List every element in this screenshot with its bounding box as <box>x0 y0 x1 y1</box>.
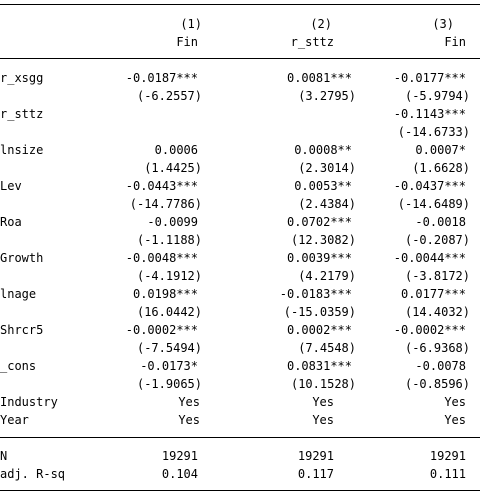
coefficient-cell: -0.0002*** <box>393 323 466 337</box>
control-label: Year <box>0 413 29 427</box>
tstat-cell: (3.2795) <box>298 89 356 103</box>
row-label: r_xsgg <box>0 71 44 85</box>
coefficient-cell: 0.0702*** <box>286 215 352 229</box>
tstat-cell: (16.0442) <box>136 305 202 319</box>
bottom-rule <box>0 490 480 491</box>
row-label: Roa <box>0 215 22 229</box>
coefficient-cell: -0.0044*** <box>393 251 466 265</box>
coefficient-cell: -0.0173* <box>140 359 198 373</box>
row-label: Shrcr5 <box>0 323 44 337</box>
tstat-cell: (-1.9065) <box>136 377 202 391</box>
tstat-cell: (-6.2557) <box>136 89 202 103</box>
tstat-cell: (-6.9368) <box>404 341 470 355</box>
row-label: lnsize <box>0 143 44 157</box>
tstat-cell: (2.4384) <box>298 197 356 211</box>
tstat-cell: (2.3014) <box>298 161 356 175</box>
coefficient-cell: -0.0187*** <box>125 71 198 85</box>
tstat-cell: (1.4425) <box>144 161 202 175</box>
stat-value: 0.117 <box>297 467 334 481</box>
coefficient-cell: -0.0048*** <box>125 251 198 265</box>
control-value: Yes <box>312 413 334 427</box>
tstat-cell: (-14.7786) <box>129 197 202 211</box>
tstat-cell: (-3.8172) <box>404 269 470 283</box>
coefficient-cell: -0.0177*** <box>393 71 466 85</box>
control-value: Yes <box>178 413 200 427</box>
coefficient-cell: 0.0039*** <box>286 251 352 265</box>
coefficient-cell: 0.0177*** <box>400 287 466 301</box>
coefficient-cell: 0.0007* <box>415 143 466 157</box>
col3-depvar: Fin <box>444 35 466 49</box>
tstat-cell: (-14.6489) <box>397 197 470 211</box>
stats-rule <box>0 437 480 438</box>
row-label: r_sttz <box>0 107 44 121</box>
control-value: Yes <box>178 395 200 409</box>
stat-value: 0.104 <box>161 467 198 481</box>
coefficient-cell: -0.0018 <box>415 215 466 229</box>
top-rule <box>0 4 480 5</box>
stat-value: 19291 <box>297 449 334 463</box>
tstat-cell: (-1.1188) <box>136 233 202 247</box>
coefficient-cell: 0.0008** <box>294 143 352 157</box>
header-rule <box>0 58 480 59</box>
stat-value: 19291 <box>429 449 466 463</box>
tstat-cell: (-5.9794) <box>404 89 470 103</box>
coefficient-cell: 0.0002*** <box>286 323 352 337</box>
coefficient-cell: -0.0002*** <box>125 323 198 337</box>
row-label: Growth <box>0 251 44 265</box>
stat-label: adj. R-sq <box>0 467 66 481</box>
coefficient-cell: -0.0078 <box>415 359 466 373</box>
control-value: Yes <box>444 395 466 409</box>
coefficient-cell: -0.0443*** <box>125 179 198 193</box>
tstat-cell: (4.2179) <box>298 269 356 283</box>
tstat-cell: (-0.2087) <box>404 233 470 247</box>
tstat-cell: (7.4548) <box>298 341 356 355</box>
row-label: Lev <box>0 179 22 193</box>
stat-label: N <box>0 449 8 463</box>
col2-number: (2) <box>310 17 332 31</box>
coefficient-cell: 0.0198*** <box>132 287 198 301</box>
tstat-cell: (10.1528) <box>290 377 356 391</box>
tstat-cell: (14.4032) <box>404 305 470 319</box>
tstat-cell: (-14.6733) <box>397 125 470 139</box>
col2-depvar: r_sttz <box>290 35 334 49</box>
coefficient-cell: 0.0831*** <box>286 359 352 373</box>
coefficient-cell: 0.0053** <box>294 179 352 193</box>
coefficient-cell: 0.0081*** <box>286 71 352 85</box>
control-value: Yes <box>312 395 334 409</box>
col3-number: (3) <box>432 17 454 31</box>
control-value: Yes <box>444 413 466 427</box>
col1-number: (1) <box>180 17 202 31</box>
control-label: Industry <box>0 395 58 409</box>
tstat-cell: (-15.0359) <box>283 305 356 319</box>
tstat-cell: (1.6628) <box>412 161 470 175</box>
tstat-cell: (12.3082) <box>290 233 356 247</box>
row-label: lnage <box>0 287 37 301</box>
coefficient-cell: -0.1143*** <box>393 107 466 121</box>
tstat-cell: (-7.5494) <box>136 341 202 355</box>
tstat-cell: (-4.1912) <box>136 269 202 283</box>
row-label: _cons <box>0 359 37 373</box>
coefficient-cell: -0.0099 <box>147 215 198 229</box>
stat-value: 19291 <box>161 449 198 463</box>
coefficient-cell: 0.0006 <box>154 143 198 157</box>
tstat-cell: (-0.8596) <box>404 377 470 391</box>
stat-value: 0.111 <box>429 467 466 481</box>
col1-depvar: Fin <box>176 35 198 49</box>
coefficient-cell: -0.0437*** <box>393 179 466 193</box>
coefficient-cell: -0.0183*** <box>279 287 352 301</box>
